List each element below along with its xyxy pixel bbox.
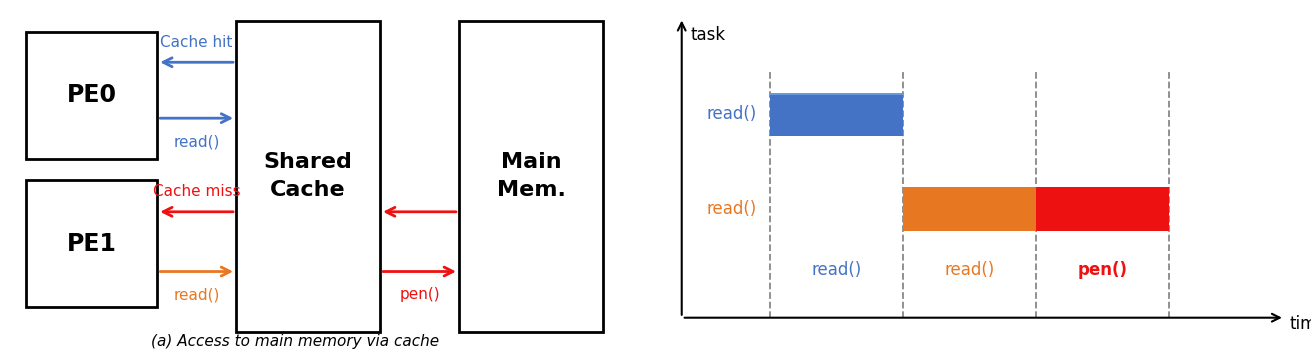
Text: read(): read() bbox=[707, 106, 758, 124]
Bar bbox=[903, 187, 1037, 231]
Text: read(): read() bbox=[173, 134, 220, 149]
Text: read(): read() bbox=[812, 261, 863, 279]
Text: Main
Mem.: Main Mem. bbox=[497, 152, 565, 201]
Text: PE0: PE0 bbox=[67, 83, 117, 107]
Text: pen(): pen() bbox=[1078, 261, 1127, 279]
Bar bbox=[459, 21, 603, 332]
Bar bbox=[1037, 187, 1169, 231]
Text: PE1: PE1 bbox=[67, 232, 117, 256]
Text: read(): read() bbox=[945, 261, 995, 279]
Text: (a) Access to main memory via cache: (a) Access to main memory via cache bbox=[151, 335, 439, 349]
Text: read(): read() bbox=[173, 287, 220, 303]
Bar bbox=[26, 180, 157, 307]
Text: time: time bbox=[1289, 315, 1311, 333]
Bar bbox=[26, 32, 157, 159]
Bar bbox=[771, 93, 903, 95]
Text: task: task bbox=[691, 25, 726, 43]
Text: pen(): pen() bbox=[400, 287, 439, 303]
Text: read(): read() bbox=[707, 200, 758, 218]
Bar bbox=[236, 21, 380, 332]
Text: Shared
Cache: Shared Cache bbox=[264, 152, 353, 201]
Text: Cache hit: Cache hit bbox=[160, 35, 233, 50]
Bar bbox=[771, 93, 903, 136]
Text: Cache miss: Cache miss bbox=[153, 185, 240, 199]
